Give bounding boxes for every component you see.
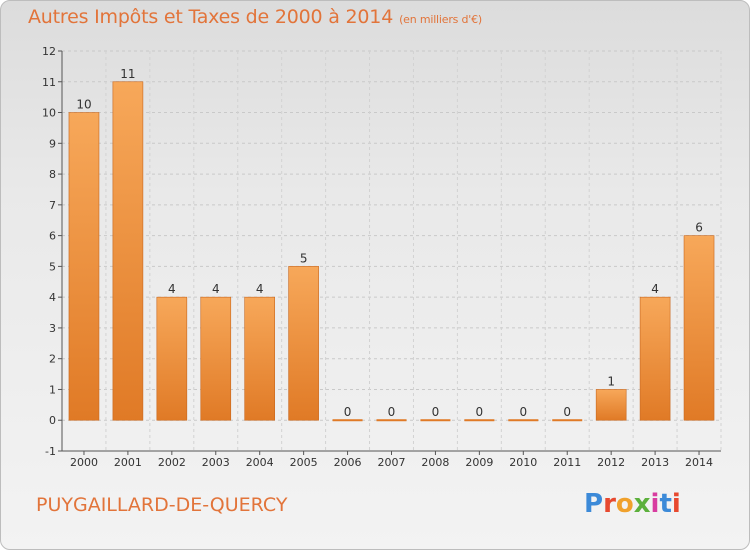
- bar-2003: [200, 296, 232, 421]
- logo-letter: P: [584, 489, 604, 519]
- x-tick-label: 2008: [421, 456, 449, 469]
- chart-title-text: Autres Impôts et Taxes de 2000 à 2014: [28, 6, 394, 28]
- logo-letter: i: [671, 489, 681, 519]
- bar-2009: [464, 419, 495, 422]
- y-tick-label: 10: [42, 107, 56, 120]
- value-label-2011: 0: [563, 405, 571, 419]
- value-label-2002: 4: [168, 282, 176, 296]
- value-label-2001: 11: [120, 67, 135, 81]
- y-tick-label: 3: [49, 322, 56, 335]
- logo-letter: r: [603, 489, 616, 519]
- bar-2012: [595, 389, 627, 421]
- bars: [68, 81, 715, 422]
- value-label-2012: 1: [607, 374, 615, 388]
- proxiti-logo: Proxiti: [584, 489, 681, 519]
- value-label-2013: 4: [651, 282, 659, 296]
- logo-letter: o: [615, 489, 634, 519]
- bar-2001: [112, 81, 144, 421]
- bar-2006: [332, 419, 363, 422]
- x-tick-label: 2010: [509, 456, 537, 469]
- value-label-2000: 10: [76, 98, 91, 112]
- x-tick-label: 2001: [114, 456, 142, 469]
- x-tick-label: 2003: [202, 456, 230, 469]
- value-label-2008: 0: [432, 405, 440, 419]
- y-tick-label: 5: [49, 260, 56, 273]
- x-tick-label: 2004: [246, 456, 274, 469]
- x-tick-label: 2005: [290, 456, 318, 469]
- x-tick-label: 2013: [641, 456, 669, 469]
- bar-2007: [376, 419, 407, 422]
- bar-2004: [244, 296, 275, 421]
- y-tick-label: 2: [49, 353, 56, 366]
- x-tick-label: 2009: [465, 456, 493, 469]
- x-tick-label: 2012: [597, 456, 625, 469]
- y-tick-label: 8: [49, 168, 56, 181]
- value-label-2006: 0: [344, 405, 352, 419]
- chart-title: Autres Impôts et Taxes de 2000 à 2014 (en…: [28, 6, 482, 28]
- y-tick-label: 7: [49, 199, 56, 212]
- bar-2008: [420, 419, 451, 422]
- y-tick-label: 6: [49, 230, 56, 243]
- chart-unit: (en milliers d'€): [399, 13, 482, 26]
- x-tick-label: 2007: [378, 456, 406, 469]
- x-tick-label: 2014: [685, 456, 713, 469]
- x-tick-label: 2002: [158, 456, 186, 469]
- value-label-2007: 0: [388, 405, 396, 419]
- bar-2000: [68, 112, 100, 421]
- y-tick-label: 9: [49, 137, 56, 150]
- logo-letter: x: [633, 489, 651, 519]
- logo-letter: i: [650, 489, 660, 519]
- y-tick-label: 12: [42, 45, 56, 58]
- bar-2005: [288, 266, 319, 421]
- value-label-2005: 5: [300, 251, 308, 265]
- value-label-2003: 4: [212, 282, 220, 296]
- bar-2011: [552, 419, 583, 422]
- y-tick-label: 1: [49, 383, 56, 396]
- y-tick-label: -1: [45, 445, 56, 458]
- y-tick-label: 11: [42, 76, 56, 89]
- value-label-2004: 4: [256, 282, 264, 296]
- bar-2010: [508, 419, 539, 422]
- value-label-2010: 0: [519, 405, 527, 419]
- logo-letter: t: [659, 489, 672, 519]
- value-label-2009: 0: [476, 405, 484, 419]
- x-tick-label: 2011: [553, 456, 581, 469]
- value-labels: 10 11 4 4 4 5 0 0 0 0 0 0 1 4 6: [76, 67, 703, 419]
- x-tick-label: 2000: [70, 456, 98, 469]
- x-tick-label: 2006: [334, 456, 362, 469]
- bar-2002: [156, 296, 188, 421]
- bar-2014: [683, 235, 715, 421]
- commune-name: PUYGAILLARD-DE-QUERCY: [36, 494, 288, 516]
- value-label-2014: 6: [695, 221, 703, 235]
- y-tick-label: 0: [49, 414, 56, 427]
- y-tick-label: 4: [49, 291, 56, 304]
- bar-2013: [639, 296, 671, 421]
